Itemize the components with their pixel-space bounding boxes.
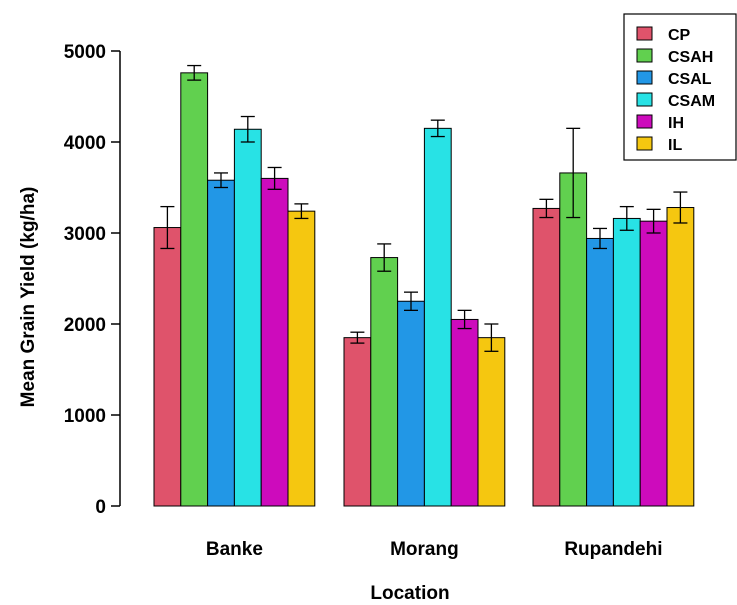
legend-label: CSAM <box>668 93 715 110</box>
legend-swatch <box>636 136 653 151</box>
legend-item-csal: CSAL <box>636 70 712 88</box>
bar-il-rupandehi <box>666 207 695 507</box>
error-bar-csah-banke <box>187 64 202 81</box>
bar-csal-banke <box>207 179 235 507</box>
error-bar-csal-morang <box>404 291 418 312</box>
category-label-rupandehi: Rupandehi <box>564 539 662 560</box>
bar-csam-banke <box>233 128 262 507</box>
bar-csal-rupandehi <box>586 237 614 507</box>
y-tick-label: 5000 <box>64 42 106 63</box>
error-bar-cp-banke <box>160 205 175 250</box>
bar-group-banke <box>153 64 316 507</box>
error-bar-csam-banke <box>240 115 255 143</box>
y-tick-label: 3000 <box>64 224 106 245</box>
error-bar-csam-morang <box>430 119 445 138</box>
error-bar-csah-rupandehi <box>566 127 581 219</box>
bar-ih-rupandehi <box>639 220 668 507</box>
bar-cp-banke <box>153 227 182 507</box>
error-bar-csal-banke <box>214 172 228 189</box>
y-tick-label: 4000 <box>64 133 106 154</box>
bar-il-morang <box>477 337 506 507</box>
error-bar-il-morang <box>484 323 499 352</box>
bar-cp-morang <box>343 337 372 507</box>
legend-item-cp: CP <box>636 26 691 44</box>
legend: CP CSAH CSAL CSAM IH IL <box>623 13 737 161</box>
legend-item-il: IL <box>636 136 682 154</box>
bar-csal-morang <box>397 300 425 507</box>
error-bar-cp-morang <box>350 331 365 344</box>
legend-swatch <box>636 26 653 41</box>
bar-csah-morang <box>370 257 399 507</box>
legend-item-ih: IH <box>636 114 684 132</box>
legend-label: CSAL <box>668 71 712 88</box>
legend-label: IL <box>668 137 682 154</box>
legend-item-csah: CSAH <box>636 48 713 66</box>
category-label-banke: Banke <box>206 539 263 560</box>
bar-ih-morang <box>450 318 479 507</box>
error-bar-ih-rupandehi <box>646 208 661 234</box>
bar-csah-banke <box>180 72 209 507</box>
error-bar-csah-morang <box>377 243 392 272</box>
bar-group-morang <box>343 119 506 507</box>
y-tick-label: 2000 <box>64 315 106 336</box>
y-axis-title: Mean Grain Yield (kg/ha) <box>18 187 39 408</box>
error-bar-ih-banke <box>267 166 282 190</box>
error-bar-csal-rupandehi <box>593 227 607 250</box>
y-tick-label: 1000 <box>64 406 106 427</box>
bar-group-rupandehi <box>532 127 695 507</box>
error-bar-ih-morang <box>457 309 472 330</box>
error-bar-il-rupandehi <box>673 191 688 224</box>
error-bar-il-banke <box>294 203 309 220</box>
legend-swatch <box>636 70 653 85</box>
legend-label: IH <box>668 115 684 132</box>
legend-item-csam: CSAM <box>636 92 715 110</box>
legend-label: CP <box>668 27 691 44</box>
bar-ih-banke <box>260 177 289 507</box>
bar-il-banke <box>287 210 316 507</box>
legend-swatch <box>636 92 653 107</box>
bar-groups <box>153 64 695 507</box>
y-axis: 0 1000 2000 3000 4000 5000 <box>64 42 121 518</box>
bar-csah-rupandehi <box>559 172 588 507</box>
category-labels: Banke Morang Rupandehi <box>206 539 663 560</box>
y-tick-label: 0 <box>95 497 106 518</box>
bar-csam-rupandehi <box>612 217 641 507</box>
bar-csam-morang <box>423 127 452 507</box>
legend-swatch <box>636 48 653 63</box>
error-bar-csam-rupandehi <box>619 205 634 231</box>
legend-swatch <box>636 114 653 129</box>
bar-cp-rupandehi <box>532 207 561 507</box>
category-label-morang: Morang <box>390 539 459 560</box>
legend-label: CSAH <box>668 49 713 66</box>
x-axis-title: Location <box>370 583 449 604</box>
error-bar-cp-rupandehi <box>539 198 554 219</box>
